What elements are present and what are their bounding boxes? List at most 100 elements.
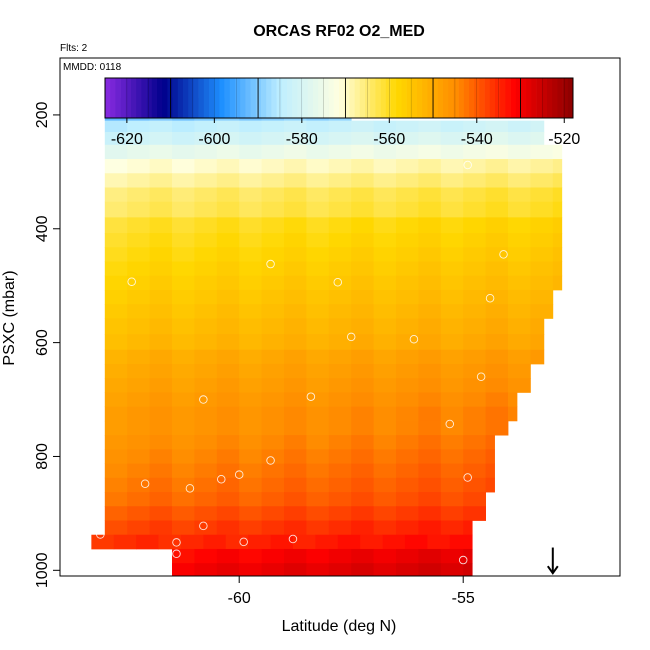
heatmap-cell xyxy=(284,275,307,291)
heatmap-cell xyxy=(284,217,307,234)
heatmap-cell xyxy=(552,275,563,291)
heatmap-cell xyxy=(508,217,531,234)
colorbar-segment xyxy=(505,78,511,118)
heatmap-cell xyxy=(508,334,531,351)
heatmap-cell xyxy=(373,144,397,160)
heatmap-cell xyxy=(351,334,374,351)
heatmap-cell xyxy=(104,420,128,436)
heatmap-cell xyxy=(351,247,374,262)
heatmap-cell xyxy=(248,534,271,550)
heatmap-cell xyxy=(328,563,352,577)
heatmap-cell xyxy=(440,173,464,188)
heatmap-cell xyxy=(194,363,218,379)
heatmap-cell xyxy=(328,435,352,450)
colorbar-segment xyxy=(193,78,199,118)
colorbar-segment xyxy=(448,78,454,118)
data-point xyxy=(172,538,181,547)
heatmap-cell xyxy=(127,144,150,160)
colorbar-segment xyxy=(536,78,543,118)
heatmap-cell xyxy=(284,548,307,564)
heatmap-cell xyxy=(328,187,352,203)
heatmap-cell xyxy=(508,406,518,422)
heatmap-cell xyxy=(149,406,173,422)
heatmap-cell xyxy=(351,435,374,450)
heatmap-cell xyxy=(328,477,352,493)
heatmap-cell xyxy=(149,449,173,464)
heatmap-cell xyxy=(172,477,195,493)
heatmap-cell xyxy=(194,506,218,521)
heatmap-cell xyxy=(530,318,545,335)
heatmap-cell xyxy=(396,463,419,479)
heatmap-cell xyxy=(261,334,285,351)
colorbar-segment xyxy=(115,78,121,118)
heatmap-cell xyxy=(127,289,150,305)
heatmap-cell xyxy=(127,392,150,408)
heatmap-cell xyxy=(239,506,262,521)
colorbar-segment xyxy=(375,78,381,118)
heatmap-cell xyxy=(463,435,486,450)
heatmap-cell xyxy=(194,173,218,188)
heatmap-cell xyxy=(508,275,531,291)
heatmap-cell xyxy=(239,201,262,218)
heatmap-cell xyxy=(463,548,473,564)
heatmap-cell xyxy=(373,506,397,521)
colorbar-segment xyxy=(510,78,517,118)
heatmap-cell xyxy=(373,247,397,262)
colorbar-segment xyxy=(562,78,569,118)
heatmap-cell xyxy=(127,120,150,133)
heatmap-cell xyxy=(149,173,173,188)
heatmap-cell xyxy=(284,132,307,146)
heatmap-cell xyxy=(216,378,240,393)
heatmap-cell xyxy=(172,289,195,305)
heatmap-cell xyxy=(396,120,419,133)
colorbar-segment xyxy=(141,78,147,118)
heatmap-cell xyxy=(172,187,195,203)
heatmap-cell xyxy=(284,304,307,319)
data-point xyxy=(199,521,208,531)
heatmap-cell xyxy=(418,548,442,564)
heatmap-cell xyxy=(530,275,554,291)
heatmap-cell xyxy=(351,120,374,133)
colorbar-segment xyxy=(417,78,423,118)
heatmap-cell xyxy=(261,261,285,277)
heatmap-cell xyxy=(485,318,509,335)
heatmap-cell xyxy=(216,334,240,351)
heatmap-cell xyxy=(337,534,361,550)
heatmap-cell xyxy=(463,304,486,319)
heatmap-cell xyxy=(306,144,330,160)
heatmap-cell xyxy=(530,289,554,305)
heatmap-cell xyxy=(418,406,442,422)
heatmap-cell xyxy=(351,187,374,203)
heatmap-cell xyxy=(270,534,294,550)
heatmap-cell xyxy=(373,261,397,277)
colorbar-segment xyxy=(235,78,241,118)
heatmap-cell xyxy=(261,477,285,493)
heatmap-cell xyxy=(239,449,262,464)
colorbar-segment xyxy=(552,78,558,118)
heatmap-cell xyxy=(418,304,442,319)
colorbar-segment xyxy=(125,78,132,118)
arrow-head xyxy=(546,565,559,575)
heatmap-cell xyxy=(418,477,442,493)
heatmap-cell xyxy=(373,187,397,203)
heatmap-cell xyxy=(239,392,262,408)
heatmap-cell xyxy=(440,201,464,218)
heatmap-cell xyxy=(351,420,374,436)
colorbar-segment xyxy=(380,78,387,118)
heatmap-cell xyxy=(194,548,218,564)
colorbar-segment xyxy=(105,78,111,118)
heatmap-cell xyxy=(485,435,495,450)
heatmap-cell xyxy=(284,492,307,507)
heatmap-cell xyxy=(104,120,128,133)
colorbar-segment xyxy=(250,78,257,118)
heatmap-cell xyxy=(104,233,128,248)
heatmap-cell xyxy=(306,548,330,564)
heatmap-cell xyxy=(284,144,307,160)
heatmap-cell xyxy=(396,187,419,203)
heatmap-cell xyxy=(396,275,419,291)
heatmap-cell xyxy=(284,406,307,422)
heatmap-cell xyxy=(396,406,419,422)
heatmap-cell xyxy=(328,334,352,351)
colorbar-segment xyxy=(443,78,449,118)
colorbar-segment xyxy=(266,78,272,118)
